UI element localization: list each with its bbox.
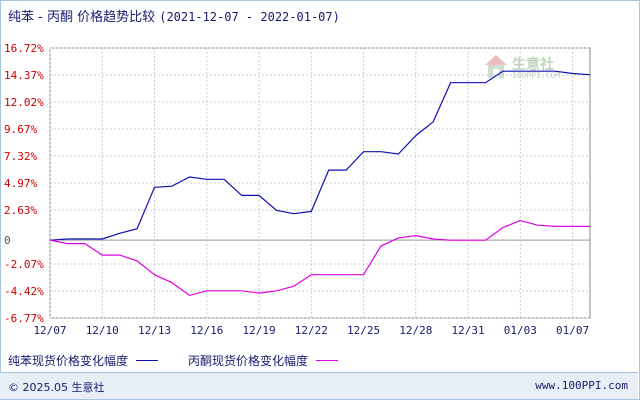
x-axis: 12/07 12/10 12/13 12/16 12/19 12/22 12/25 12/28… — [33, 324, 589, 337]
series-lines — [49, 70, 591, 297]
x-tick-label: 12/31 — [452, 324, 485, 337]
chart-title-main: 纯苯 - 丙酮 价格趋势比较 — [8, 10, 156, 25]
y-tick-label: 12.02% — [4, 96, 44, 109]
y-tick-label: -2.07% — [4, 258, 44, 271]
copyright-text: © 2025.05 生意社 — [8, 381, 105, 394]
x-tick-label: 01/03 — [504, 324, 537, 337]
series-line-2 — [49, 219, 590, 297]
y-tick-label: 9.67% — [4, 123, 37, 136]
y-tick-label: -6.77% — [4, 312, 44, 325]
y-tick-label: 14.37% — [4, 69, 44, 82]
y-tick-label: 7.32% — [4, 150, 37, 163]
x-tick-label: 12/28 — [399, 324, 432, 337]
watermark-site: 100PPI.COM — [512, 71, 561, 80]
y-axis: 16.72% 14.37% 12.02% 9.67% 7.32% 4.97% 2.63% 0 -… — [4, 42, 44, 325]
series-line-1 — [49, 70, 591, 241]
legend: 纯苯现货价格变化幅度 丙酮现货价格变化幅度 — [8, 352, 368, 369]
x-tick-label: 01/07 — [556, 324, 589, 337]
x-tick-label: 12/22 — [295, 324, 328, 337]
chart-title: 纯苯 - 丙酮 价格趋势比较 (2021-12-07 - 2022-01-07) — [8, 6, 340, 25]
x-tick-label: 12/16 — [190, 324, 223, 337]
x-tick-label: 12/19 — [242, 324, 275, 337]
x-tick-label: 12/25 — [347, 324, 380, 337]
chart-grid — [49, 47, 591, 319]
line-chart: 16.72% 14.37% 12.02% 9.67% 7.32% 4.97% 2.63% 0 -… — [4, 42, 591, 337]
watermark-name: 生意社 — [512, 57, 554, 73]
legend-swatch-series2 — [316, 360, 339, 361]
chart-title-range: (2021-12-07 - 2022-01-07) — [159, 10, 340, 24]
y-tick-label: -4.42% — [4, 285, 44, 298]
legend-label-series1: 纯苯现货价格变化幅度 — [8, 354, 129, 368]
x-tick-label: 12/10 — [86, 324, 119, 337]
y-tick-label: 0 — [4, 234, 11, 247]
y-tick-label: 16.72% — [4, 42, 44, 55]
y-tick-label: 2.63% — [4, 204, 37, 217]
y-tick-label: 4.97% — [4, 177, 37, 190]
legend-label-series2: 丙酮现货价格变化幅度 — [188, 354, 309, 368]
x-tick-label: 12/13 — [138, 324, 171, 337]
site-link[interactable]: www.100PPI.com — [535, 379, 628, 392]
x-tick-label: 12/07 — [33, 324, 66, 337]
legend-swatch-series1 — [136, 360, 159, 361]
footer: © 2025.05 生意社 www.100PPI.com — [0, 372, 638, 399]
